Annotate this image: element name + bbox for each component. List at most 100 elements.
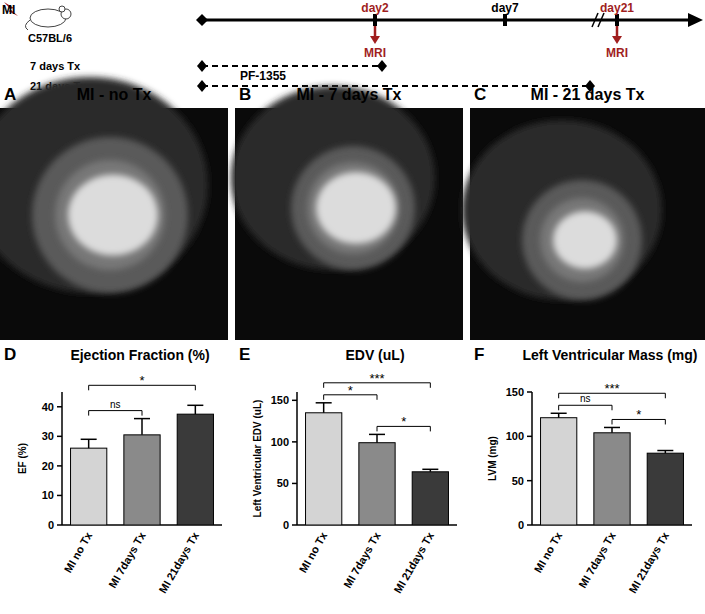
day-tick — [503, 14, 507, 26]
y-axis-label: LVM (mg) — [487, 436, 498, 481]
mri-cavity — [68, 175, 158, 256]
y-tick-label: 10 — [42, 489, 54, 501]
error-bar — [551, 413, 567, 417]
panel-title: MI - no Tx — [77, 86, 152, 103]
error-cap — [316, 402, 332, 404]
bar — [177, 414, 213, 525]
y-tick-label: 0 — [48, 519, 54, 531]
y-tick — [292, 400, 297, 402]
panel-letter: D — [4, 345, 16, 364]
mri-arrow-head — [370, 36, 380, 44]
x-tick-label: MI 7days Tx — [106, 529, 148, 590]
timeline-arrow — [688, 13, 703, 27]
treatment-end — [377, 60, 387, 72]
mri-cavity — [553, 211, 617, 269]
y-axis — [296, 392, 298, 525]
mri-wall — [32, 137, 188, 293]
significance-label: ns — [580, 393, 591, 404]
mri-label: MRI — [606, 46, 628, 60]
y-tick — [57, 465, 62, 467]
error-bar — [657, 451, 673, 454]
figure: MIC57BL/6day2day7day21MRIMRI7 days Tx21 … — [0, 0, 705, 614]
significance-label: * — [139, 373, 144, 388]
significance-label: *** — [369, 371, 384, 386]
error-line — [195, 405, 197, 414]
day-tick — [615, 14, 619, 26]
day-label: day7 — [491, 1, 519, 15]
day-tick — [373, 14, 377, 26]
mri-tissue — [231, 86, 435, 270]
y-tick-label: 50 — [512, 475, 524, 487]
y-axis-label: EF (%) — [17, 443, 28, 474]
x-tick-label: MI 21days Tx — [391, 529, 436, 595]
y-tick-label: 20 — [42, 460, 54, 472]
y-tick-label: 50 — [277, 477, 289, 489]
axis-break — [592, 13, 598, 27]
y-tick — [292, 483, 297, 485]
plot-area — [306, 403, 449, 525]
x-tick-label: MI 7days Tx — [341, 529, 383, 590]
y-tick — [57, 495, 62, 497]
mri-tissue — [462, 120, 662, 300]
mouse-tail — [25, 20, 30, 30]
panel-letter: F — [474, 345, 484, 364]
error-cap — [81, 439, 97, 441]
significance-label: * — [401, 414, 406, 429]
day-label: day2 — [361, 1, 389, 15]
panel-letter: B — [239, 85, 251, 104]
error-cap — [422, 469, 438, 471]
treatment-line — [202, 65, 382, 67]
mri-wall — [291, 146, 415, 270]
plot-area — [541, 413, 684, 525]
image-panel: B MI - 7 days Tx — [231, 85, 463, 340]
significance-bracket — [559, 405, 612, 410]
panel-title: MI - 21 days Tx — [531, 86, 645, 103]
drug-label: PF-1355 — [240, 69, 286, 83]
error-line — [88, 439, 90, 448]
y-tick — [57, 406, 62, 408]
error-line — [376, 434, 378, 442]
significance-label: ns — [110, 399, 121, 410]
bar — [306, 413, 342, 525]
error-line — [611, 427, 613, 432]
y-tick-label: 150 — [271, 394, 289, 406]
x-tick-label: MI no Tx — [297, 529, 330, 574]
bar — [412, 472, 448, 525]
day-label: day21 — [600, 1, 634, 15]
axis-break — [598, 13, 604, 27]
y-axis-label: Left Ventricular EDV (uL) — [252, 400, 263, 518]
x-tick-label: MI 21days Tx — [156, 529, 201, 595]
y-tick — [527, 391, 532, 393]
chart-title: Left Ventricular Mass (mg) — [522, 347, 697, 363]
y-tick-label: 30 — [42, 430, 54, 442]
mri-cavity — [316, 172, 396, 244]
y-tick — [527, 436, 532, 438]
error-bar — [187, 405, 203, 414]
significance-label: *** — [604, 381, 619, 396]
y-axis — [531, 392, 533, 525]
x-tick-label: MI no Tx — [62, 529, 95, 574]
panel-title: MI - 7 days Tx — [297, 86, 402, 103]
timeline-start — [196, 14, 208, 26]
x-tick-label: MI no Tx — [532, 529, 565, 574]
bar — [124, 435, 160, 525]
error-cap — [657, 450, 673, 452]
error-line — [323, 403, 325, 413]
error-cap — [134, 418, 150, 420]
error-bar — [316, 403, 332, 413]
y-tick — [527, 524, 532, 526]
error-bar — [422, 469, 438, 471]
x-tick-label: MI 7days Tx — [576, 529, 618, 590]
error-line — [141, 419, 143, 435]
error-cap — [551, 413, 567, 415]
chart-title: EDV (uL) — [345, 347, 404, 363]
treatment-end — [197, 60, 207, 72]
y-tick — [527, 480, 532, 482]
y-tick — [57, 524, 62, 526]
mouse-ear — [59, 6, 65, 12]
bar — [71, 448, 107, 525]
bar — [541, 418, 577, 525]
chart-title: Ejection Fraction (%) — [70, 347, 209, 363]
treatment-end — [197, 80, 207, 92]
panel-letter: A — [4, 85, 16, 104]
